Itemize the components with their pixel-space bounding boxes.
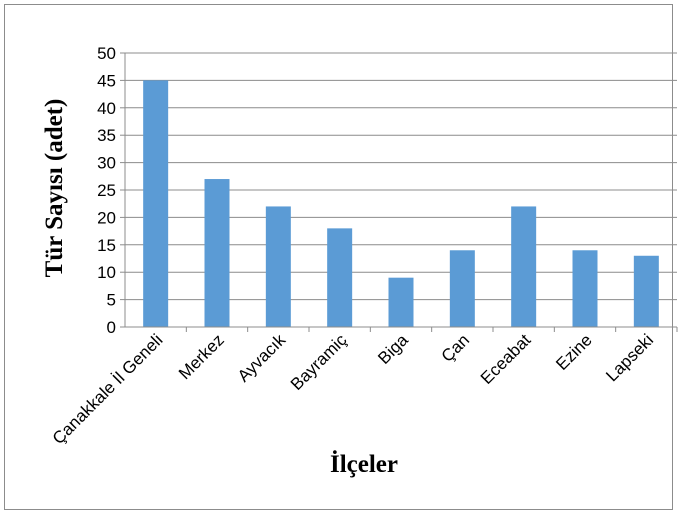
x-tick-labels: Çanakkale İl Geneli Merkez AyvacıkBayramiç…: [49, 330, 657, 448]
bar: [143, 80, 169, 328]
bar: [265, 206, 291, 327]
y-tick-label: 15: [97, 236, 116, 255]
y-tick-label: 25: [97, 181, 116, 200]
y-tick-label: 30: [97, 154, 116, 173]
bar: [633, 255, 659, 327]
y-tick-label: 50: [97, 44, 116, 63]
x-tick-label: Merkez: [175, 330, 228, 383]
x-tick-label: Bayramiç: [287, 330, 351, 394]
x-tick-label: Çan: [438, 330, 473, 365]
y-tick-label: 0: [107, 318, 116, 337]
bar: [327, 228, 353, 327]
bar: [388, 277, 414, 327]
y-tick-label: 40: [97, 99, 116, 118]
y-tick-label: 20: [97, 208, 116, 227]
x-tick-label: Eceabat: [477, 330, 535, 388]
bar: [449, 250, 475, 327]
bar: [572, 250, 598, 327]
x-axis-title: İlçeler: [330, 450, 398, 478]
y-tick-label: 45: [97, 71, 116, 90]
bar: [204, 179, 230, 327]
x-tick-label: Ayvacık: [234, 330, 290, 386]
y-tick-label: 5: [107, 291, 116, 310]
x-tick-label: Ezine: [552, 330, 596, 374]
y-tick-label: 35: [97, 126, 116, 145]
y-tick-labels: 0 5 10 15 20 25 30 35 40 45 50: [97, 44, 116, 337]
x-tick-label: Çanakkale İl Geneli: [49, 330, 167, 448]
x-tick-label: Lapseki: [602, 330, 657, 385]
y-axis-title: Tür Sayısı (adet): [41, 99, 68, 278]
y-tick-label: 10: [97, 263, 116, 282]
bar: [511, 206, 537, 327]
axes: [120, 52, 678, 332]
bars: [143, 80, 659, 328]
x-tick-label: Biga: [374, 330, 412, 368]
